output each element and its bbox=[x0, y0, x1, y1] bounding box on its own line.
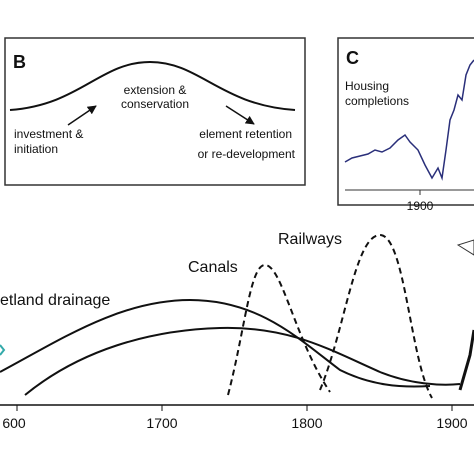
left-label: investment & bbox=[14, 127, 83, 141]
left-label: initiation bbox=[14, 142, 58, 156]
right-label: element retention bbox=[199, 127, 292, 141]
peak-label: extension & bbox=[124, 83, 187, 97]
edge-mark bbox=[0, 344, 6, 356]
panel-b-box bbox=[4, 37, 306, 186]
callout bbox=[456, 239, 474, 256]
housing-line bbox=[344, 59, 474, 181]
panel-c-label: Housing bbox=[345, 79, 389, 93]
housing-spike bbox=[458, 329, 474, 391]
tick-label: 1700 bbox=[146, 415, 177, 431]
series-label: Railways bbox=[278, 231, 342, 248]
arrow bbox=[225, 105, 255, 125]
panel-letter: B bbox=[13, 52, 26, 72]
panel-c-label: completions bbox=[345, 94, 409, 108]
right-label: or re-development bbox=[198, 147, 296, 161]
tick-label: 1900 bbox=[436, 415, 467, 431]
series-label: Canals bbox=[188, 259, 238, 276]
solid-curve bbox=[24, 326, 461, 396]
tick-label: 600 bbox=[2, 415, 26, 431]
bell-curve bbox=[9, 60, 296, 111]
railways-curve bbox=[319, 233, 433, 399]
panel-c-box bbox=[337, 37, 474, 206]
series-label: etland drainage bbox=[0, 292, 110, 309]
canals-curve bbox=[227, 263, 331, 396]
tick-label: 1900 bbox=[407, 199, 434, 213]
arrow bbox=[67, 105, 97, 126]
panel-letter: C bbox=[346, 48, 359, 68]
tick-label: 1800 bbox=[291, 415, 322, 431]
wetland-curve bbox=[0, 298, 431, 388]
peak-label: conservation bbox=[121, 97, 189, 111]
